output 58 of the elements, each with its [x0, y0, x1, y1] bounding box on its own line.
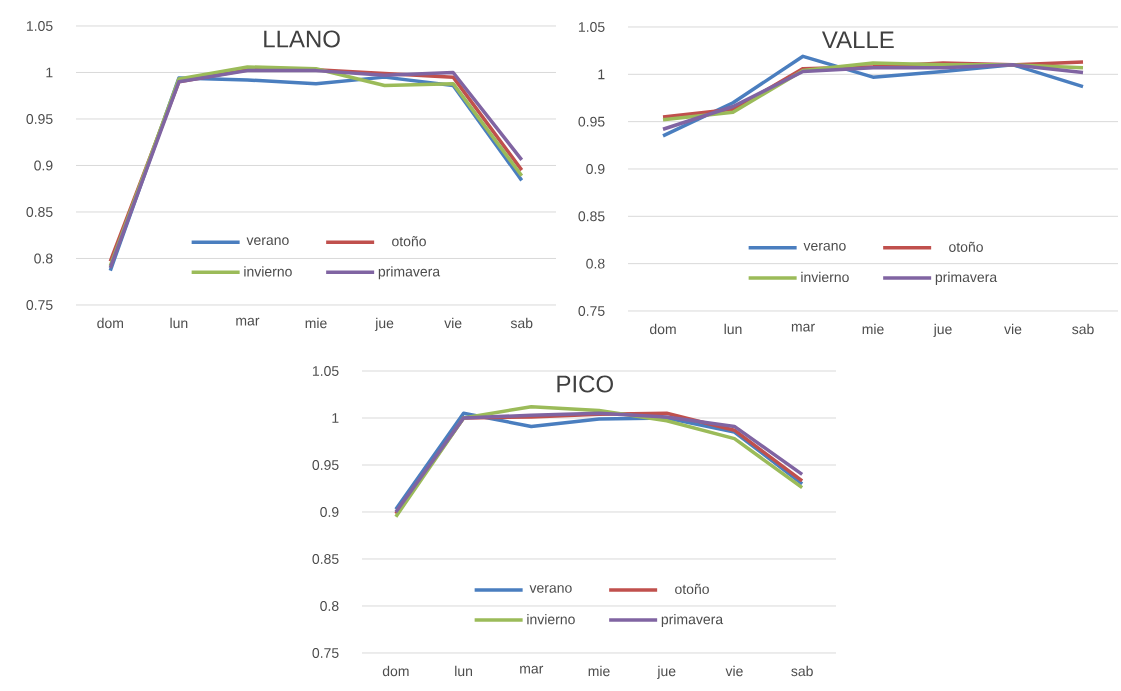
legend-label: primavera	[661, 614, 724, 628]
x-tick-label: mar	[791, 323, 815, 332]
y-tick-label: 0.75	[26, 300, 53, 310]
x-tick-label: lun	[455, 665, 473, 677]
legend-label: otoño	[949, 241, 983, 252]
y-tick-label: 1	[598, 69, 605, 80]
legend-label: verano	[803, 242, 846, 251]
y-tick-label: 0.75	[578, 306, 605, 316]
x-tick-label: jue	[657, 665, 676, 679]
legend-label: primavera	[378, 266, 441, 280]
legend-label: invierno	[527, 614, 575, 625]
y-tick-label: 0.8	[34, 253, 53, 264]
x-tick-label: sab	[791, 665, 813, 677]
x-tick-label: lun	[724, 323, 742, 335]
x-tick-label: dom	[382, 665, 409, 677]
y-tick-label: 0.95	[312, 460, 339, 470]
y-tick-label: 0.9	[320, 507, 339, 517]
y-tick-label: 0.85	[578, 211, 605, 222]
legend-label: primavera	[935, 271, 998, 285]
x-tick-label: dom	[97, 317, 123, 329]
x-tick-label: lun	[170, 317, 188, 329]
legend-label: invierno	[244, 266, 292, 277]
chart-title: PICO	[557, 375, 613, 393]
x-tick-label: sab	[510, 317, 533, 329]
y-tick-label: 0.85	[26, 207, 53, 217]
x-tick-label: mie	[305, 317, 327, 329]
y-tick-label: 0.9	[586, 164, 605, 174]
x-tick-label: mar	[520, 665, 544, 674]
x-tick-label: mar	[236, 317, 260, 326]
x-tick-label: sab	[1072, 323, 1094, 335]
y-tick-label: 0.9	[34, 160, 53, 171]
legend-label: otoño	[675, 583, 709, 595]
legend-label: otoño	[392, 236, 426, 247]
x-tick-label: jue	[933, 323, 952, 337]
y-tick-label: 1	[46, 67, 53, 78]
y-tick-label: 0.8	[586, 258, 605, 269]
y-tick-label: 0.95	[578, 116, 605, 127]
y-tick-label: 1.05	[312, 366, 339, 376]
x-tick-label: mie	[862, 323, 884, 335]
x-tick-label: mie	[588, 665, 610, 677]
y-tick-label: 0.95	[26, 114, 53, 124]
legend-label: verano	[246, 237, 289, 246]
x-tick-label: dom	[649, 323, 676, 335]
y-tick-label: 1.05	[578, 22, 605, 32]
legend-label: invierno	[801, 271, 849, 283]
y-tick-label: 0.75	[312, 648, 339, 658]
y-tick-label: 1	[332, 413, 339, 423]
chart-title: VALLE	[821, 31, 894, 49]
x-tick-label: jue	[374, 317, 394, 331]
x-tick-label: vie	[1004, 323, 1022, 335]
y-tick-label: 0.85	[312, 554, 339, 564]
legend-label: verano	[529, 585, 572, 593]
y-tick-label: 1.05	[26, 21, 53, 31]
x-tick-label: vie	[444, 317, 462, 329]
line-series	[661, 63, 1085, 131]
y-tick-label: 0.8	[320, 601, 339, 611]
chart-title: LLANO	[264, 30, 340, 48]
x-tick-label: vie	[725, 665, 743, 677]
